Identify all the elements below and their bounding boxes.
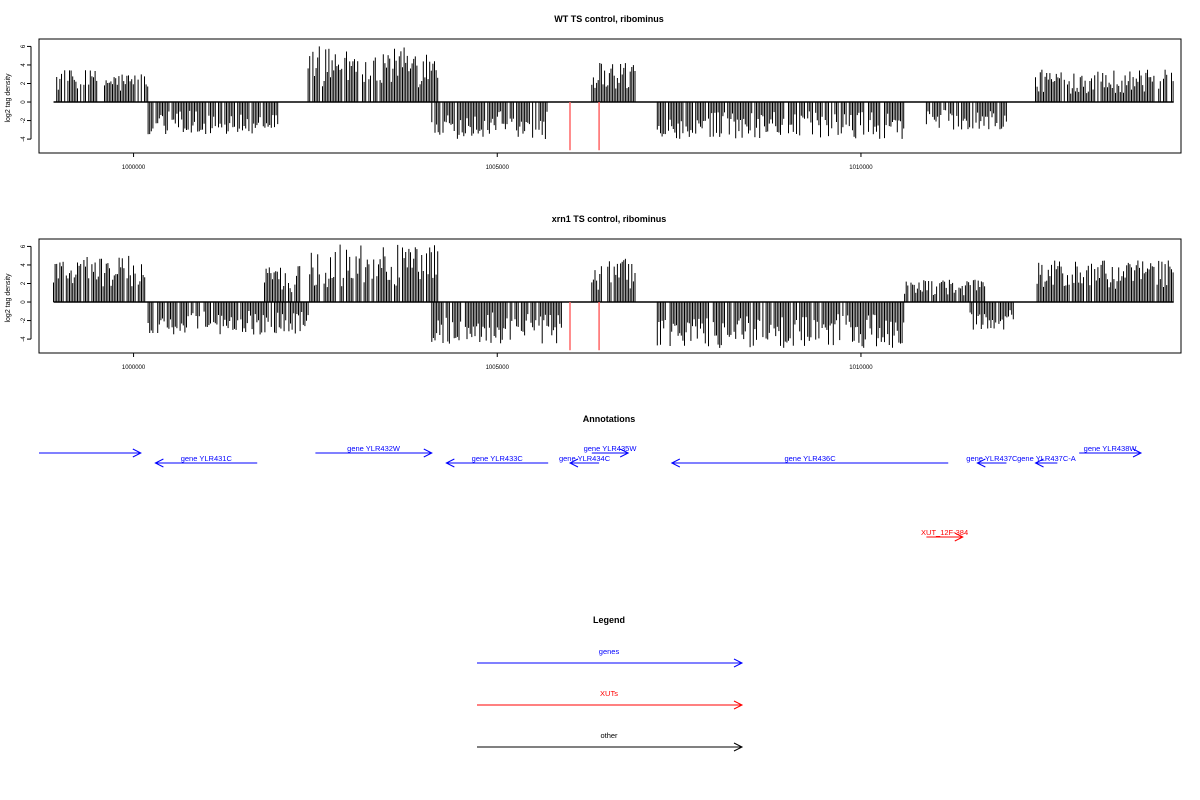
feature-label: gene YLR438W [1084,444,1138,453]
feature: gene YLR434C [559,454,611,468]
plot-frame [38,38,1182,154]
feature: gene YLR438W [1079,444,1143,458]
feature-label: gene YLR437C-A [1017,454,1076,463]
y-tick-label: 6 [21,44,27,48]
feature-label: gene YLR432W [347,444,401,453]
coverage-bars [53,244,1174,351]
y-tick-label: -2 [21,317,27,323]
x-tick-label: 1005000 [486,165,510,171]
legend-arrowhead [733,658,744,668]
legend-item: other [477,731,744,752]
feature [39,448,142,458]
y-tick-label: -2 [21,117,27,123]
wt-coverage-panel: WT TS control, ribominus -4 -2 0 2 4 6 100000… [5,14,1182,171]
feature-label: gene YLR437C [966,454,1018,463]
y-tick-label: 2 [21,281,27,285]
x-tick-label: 1000000 [122,365,146,371]
legend-item: XUTs [477,689,744,710]
y-axis-label: log2 tag density [5,73,12,123]
x-tick-label: 1010000 [849,165,873,171]
legend-item: genes [477,647,744,668]
arrowhead [568,458,579,468]
y-tick-label: -4 [21,136,27,142]
arrowhead [445,458,455,468]
arrowhead [670,458,681,468]
y-tick-label: 4 [21,63,27,67]
panel-title-xrn1: xrn1 TS control, ribominus [552,214,667,224]
x-tick-label: 1005000 [486,365,510,371]
feature: gene YLR431C [154,454,258,468]
coverage-bars [53,46,1174,151]
feature-label: XUT_12F-384 [921,528,968,537]
arrowhead [154,458,164,468]
arrowhead [1034,458,1044,468]
x-tick-label: 1010000 [849,365,873,371]
feature-label: gene YLR435W [584,444,638,453]
arrowhead [132,448,142,458]
y-axis: -4 -2 0 2 4 6 [21,244,32,342]
x-tick-label: 1000000 [122,165,146,171]
arrowhead [954,532,964,542]
legend-label: other [600,731,618,740]
arrowhead [619,448,630,458]
legend-label: XUTs [600,689,618,698]
feature-label: gene YLR436C [784,454,836,463]
legend-arrowhead [733,742,744,752]
feature: gene YLR437C-A [1017,454,1076,468]
panel-title-wt: WT TS control, ribominus [554,14,664,24]
feature: gene YLR433C [445,454,549,468]
xrn1-coverage-panel: xrn1 TS control, ribominus -4 -2 0 2 4 6 1000… [5,214,1182,371]
y-tick-label: 2 [21,81,27,85]
x-axis: 1000000 1005000 1010000 [122,353,873,371]
y-tick-label: 4 [21,263,27,267]
x-axis: 1000000 1005000 1010000 [122,153,873,171]
arrowhead [1132,448,1143,458]
legend-arrowhead [733,700,744,710]
y-axis: -4 -2 0 2 4 6 [21,44,32,142]
legend-title: Legend [593,615,625,625]
y-tick-label: -4 [21,336,27,342]
feature-label: gene YLR434C [559,454,611,463]
y-tick-label: 6 [21,244,27,248]
feature: gene YLR435W [584,444,638,458]
y-tick-label: 0 [21,300,27,304]
annotations-title: Annotations [583,414,636,424]
feature: gene YLR432W [315,444,433,458]
y-tick-label: 0 [21,100,27,104]
feature: XUT_12F-384 [921,528,968,542]
arrowhead [976,458,986,468]
feature-arrows: gene YLR431C gene YLR432W gene YLR433C gene… [39,444,1143,542]
feature-label: gene YLR431C [181,454,233,463]
arrowhead [423,448,433,458]
legend-label: genes [599,647,620,656]
legend-items: genes XUTs other [477,647,744,752]
y-axis-label: log2 tag density [5,273,12,323]
feature: gene YLR436C [670,454,949,468]
feature-label: gene YLR433C [472,454,524,463]
feature: gene YLR437C [966,454,1018,468]
legend: Legend genes XUTs other [477,615,744,752]
plot-frame [38,238,1182,354]
